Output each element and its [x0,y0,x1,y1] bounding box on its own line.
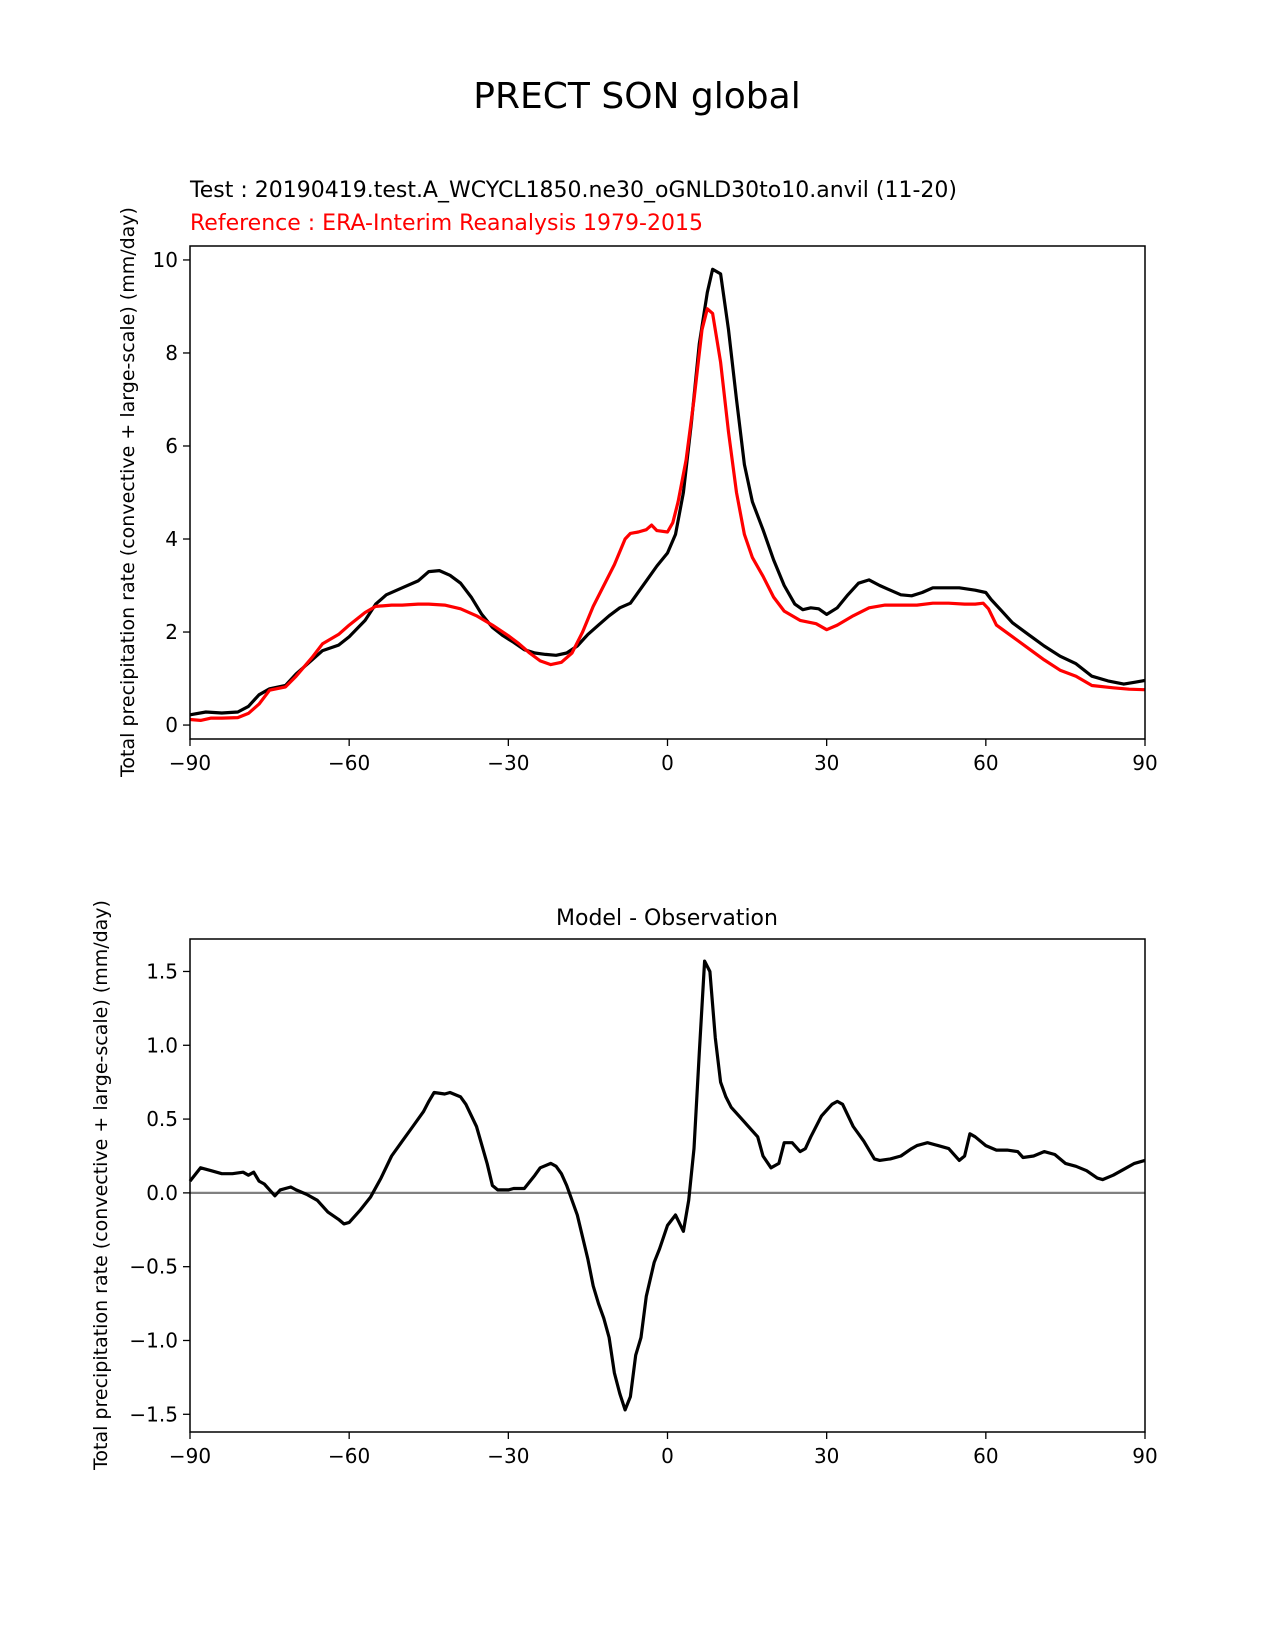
y-tick-label: −1.0 [129,1328,178,1352]
x-tick-label: −90 [169,1444,211,1468]
x-tick-label: 30 [814,751,839,775]
test-title: Test : 20190419.test.A_WCYCL1850.ne30_oG… [189,178,957,203]
plot-frame [189,245,1146,740]
y-tick-label: 6 [165,434,178,458]
y-tick-label: 0.5 [146,1107,178,1131]
y-tick-label: 10 [153,248,178,272]
x-tick-label: −30 [487,1444,529,1468]
panel-climatology: Test : 20190419.test.A_WCYCL1850.ne30_oG… [117,178,1158,778]
y-tick-label: 0.0 [146,1181,178,1205]
x-tick-label: 30 [814,1444,839,1468]
ticks-layer: −90 −60 −30 0 30 60 90 −1.5 −1.0 −0.5 0.0 0.5 1.0 1.5 [129,959,1157,1468]
series-layer [189,267,1146,722]
x-tick-label: 90 [1132,751,1157,775]
series-line-model-observation [188,959,1146,1412]
y-tick-label: −1.5 [129,1402,178,1426]
figure-title: PRECT SON global [473,76,800,117]
difference-title: Model - Observation [556,906,778,931]
reference-title: Reference : ERA-Interim Reanalysis 1979-… [190,211,703,236]
x-tick-label: 60 [973,751,998,775]
y-axis-label: Total precipitation rate (convective + l… [117,207,139,778]
y-tick-label: −0.5 [129,1255,178,1279]
x-tick-label: −60 [328,751,370,775]
series-line-test [189,267,1146,717]
series-line-reference [189,307,1146,722]
x-tick-label: −60 [328,1444,370,1468]
x-tick-label: 0 [661,1444,674,1468]
series-layer [188,959,1146,1412]
y-axis-label: Total precipitation rate (convective + l… [90,900,112,1471]
y-tick-label: 8 [165,341,178,365]
x-tick-label: −30 [487,751,529,775]
x-tick-label: −90 [169,751,211,775]
x-tick-label: 0 [661,751,674,775]
y-tick-label: 1.5 [146,959,178,983]
y-tick-label: 4 [165,527,178,551]
y-tick-label: 2 [165,620,178,644]
y-tick-label: 1.0 [146,1033,178,1057]
y-tick-label: 0 [165,713,178,737]
plot-frame [189,938,1146,1433]
ticks-layer: −90 −60 −30 0 30 60 90 0 2 4 6 8 10 [153,248,1158,775]
x-tick-label: 60 [973,1444,998,1468]
panel-difference: Model - Observation −90 −60 −30 0 30 60 90 −1.5… [90,900,1158,1471]
x-tick-label: 90 [1132,1444,1157,1468]
